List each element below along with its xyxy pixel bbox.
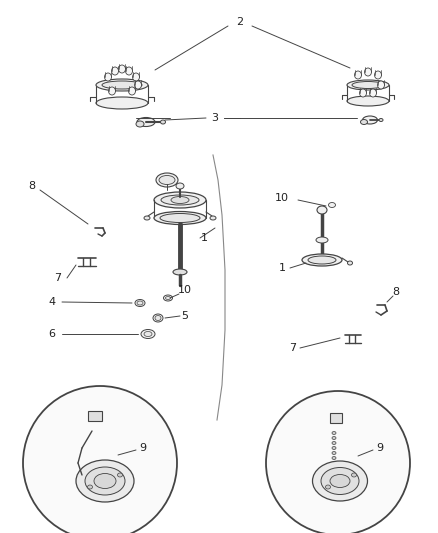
FancyBboxPatch shape	[329, 413, 341, 423]
Ellipse shape	[159, 214, 200, 222]
Ellipse shape	[144, 332, 152, 336]
Ellipse shape	[171, 197, 189, 204]
Ellipse shape	[117, 473, 122, 477]
Ellipse shape	[154, 192, 205, 208]
Ellipse shape	[328, 203, 335, 207]
Ellipse shape	[76, 460, 134, 502]
Text: 10: 10	[274, 193, 288, 203]
Ellipse shape	[331, 456, 335, 459]
Ellipse shape	[104, 73, 111, 81]
Ellipse shape	[87, 485, 92, 489]
Text: 5: 5	[181, 311, 188, 321]
Ellipse shape	[154, 212, 205, 224]
Ellipse shape	[360, 119, 367, 125]
Ellipse shape	[301, 254, 341, 266]
Text: 2: 2	[236, 17, 243, 27]
Text: 8: 8	[392, 287, 399, 297]
Ellipse shape	[153, 314, 162, 322]
Ellipse shape	[378, 118, 382, 122]
Ellipse shape	[351, 473, 356, 477]
Ellipse shape	[347, 261, 352, 265]
Text: 10: 10	[177, 285, 191, 295]
Ellipse shape	[173, 269, 187, 275]
Ellipse shape	[128, 87, 135, 95]
Ellipse shape	[377, 81, 384, 89]
Ellipse shape	[351, 82, 383, 88]
Ellipse shape	[165, 296, 170, 300]
Ellipse shape	[307, 256, 335, 264]
Ellipse shape	[331, 451, 335, 455]
Ellipse shape	[85, 467, 125, 495]
Text: 8: 8	[28, 181, 35, 191]
Ellipse shape	[320, 467, 358, 495]
Ellipse shape	[374, 71, 381, 79]
Ellipse shape	[346, 80, 388, 90]
Text: 6: 6	[48, 329, 55, 339]
Ellipse shape	[163, 295, 172, 301]
Text: 7: 7	[54, 273, 61, 283]
Ellipse shape	[329, 474, 349, 488]
Ellipse shape	[315, 237, 327, 243]
Ellipse shape	[160, 120, 165, 124]
Text: 1: 1	[200, 233, 207, 243]
Circle shape	[265, 391, 409, 533]
Ellipse shape	[111, 67, 118, 75]
Ellipse shape	[134, 81, 141, 89]
Ellipse shape	[108, 87, 115, 95]
Ellipse shape	[136, 121, 144, 127]
Ellipse shape	[135, 300, 145, 306]
Ellipse shape	[118, 65, 125, 73]
Ellipse shape	[354, 71, 360, 79]
Ellipse shape	[102, 81, 141, 89]
Text: 9: 9	[139, 443, 146, 453]
FancyBboxPatch shape	[88, 411, 102, 421]
Ellipse shape	[96, 79, 148, 91]
Circle shape	[23, 386, 177, 533]
Ellipse shape	[132, 73, 139, 81]
Ellipse shape	[325, 485, 330, 489]
Ellipse shape	[141, 329, 155, 338]
Ellipse shape	[137, 301, 143, 305]
Ellipse shape	[331, 447, 335, 449]
Ellipse shape	[331, 437, 335, 440]
Ellipse shape	[144, 216, 150, 220]
Ellipse shape	[96, 97, 148, 109]
Ellipse shape	[362, 116, 377, 124]
Ellipse shape	[155, 316, 161, 320]
Ellipse shape	[176, 183, 184, 189]
Text: 4: 4	[48, 297, 56, 307]
Ellipse shape	[369, 89, 376, 97]
Text: 7: 7	[289, 343, 296, 353]
Ellipse shape	[155, 173, 177, 187]
Text: 9: 9	[375, 443, 383, 453]
Text: 1: 1	[278, 263, 285, 273]
Ellipse shape	[331, 441, 335, 445]
Ellipse shape	[161, 195, 198, 205]
Ellipse shape	[159, 175, 175, 184]
Ellipse shape	[209, 216, 215, 220]
Text: 3: 3	[211, 113, 218, 123]
Ellipse shape	[94, 473, 116, 489]
Ellipse shape	[316, 206, 326, 214]
Ellipse shape	[125, 67, 132, 75]
Ellipse shape	[364, 68, 371, 76]
Ellipse shape	[312, 461, 367, 501]
Ellipse shape	[359, 89, 366, 97]
Ellipse shape	[137, 117, 155, 126]
Ellipse shape	[331, 432, 335, 434]
Ellipse shape	[346, 96, 388, 106]
